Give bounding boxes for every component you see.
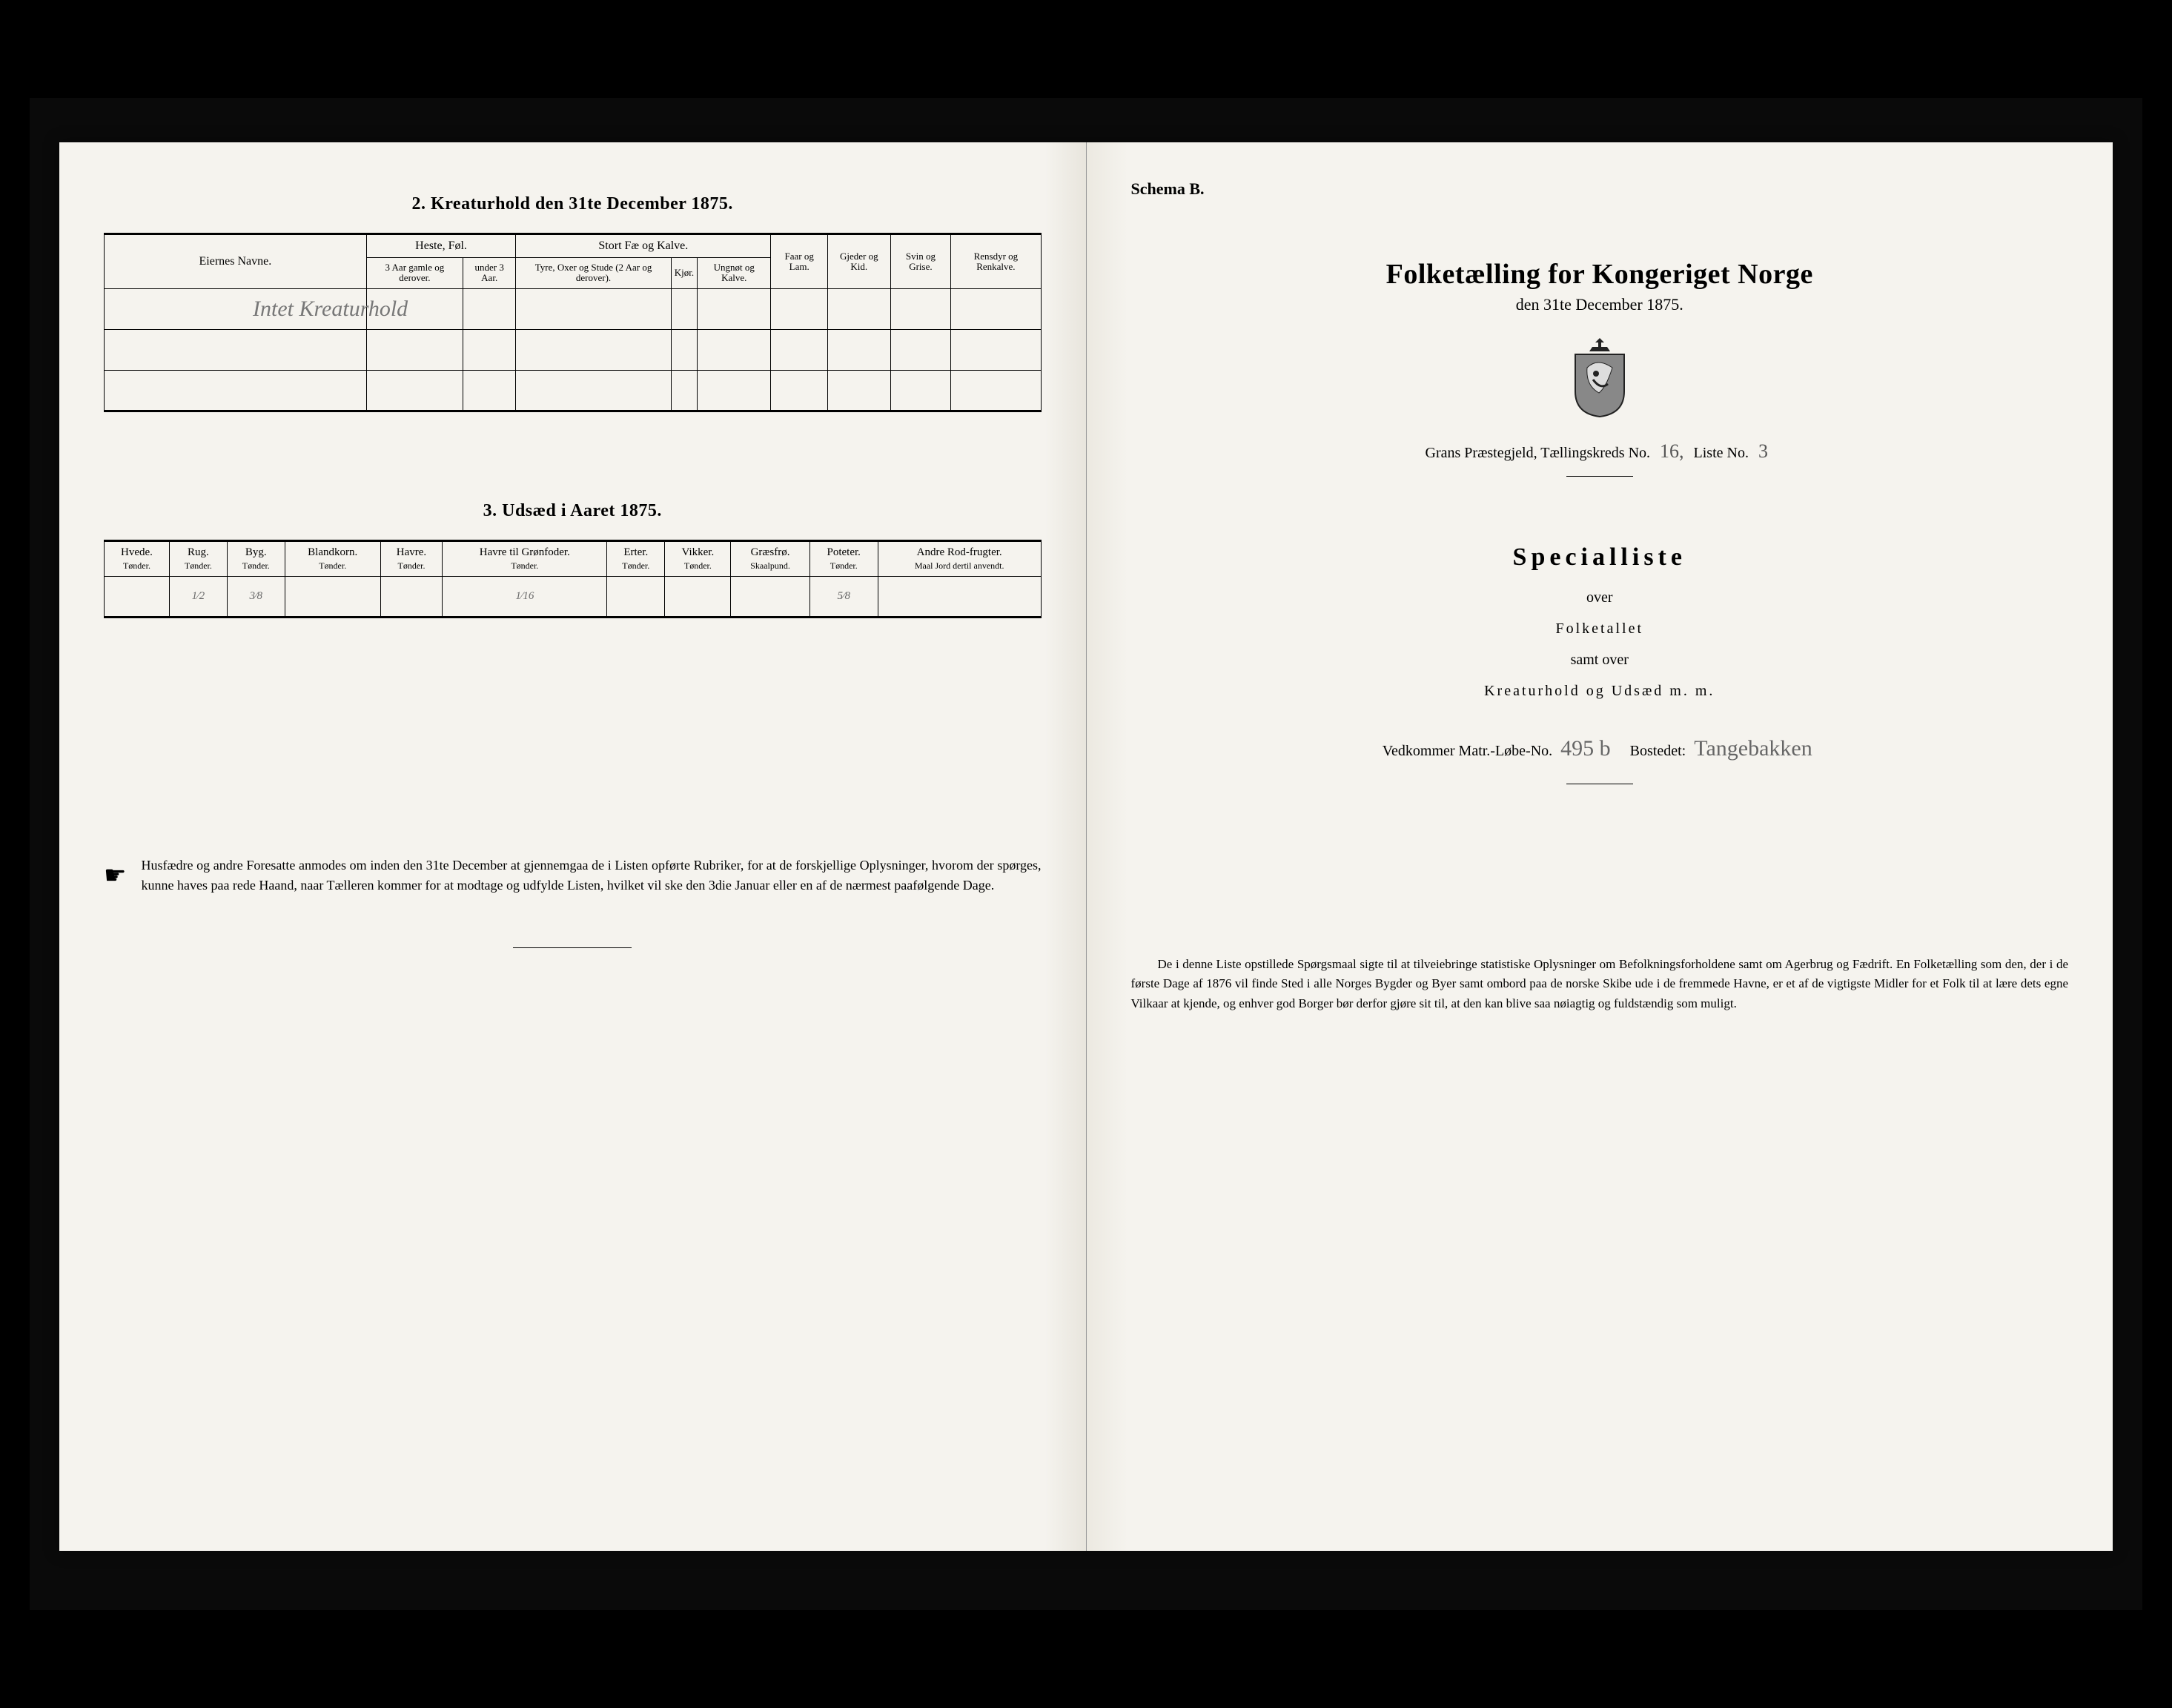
seed-val bbox=[105, 576, 170, 617]
table-row bbox=[105, 329, 1042, 370]
seed-data-row: 1⁄2 3⁄8 1⁄16 5⁄8 bbox=[105, 576, 1042, 617]
parish-line: Grans Præstegjeld, Tællingskreds No. 16,… bbox=[1131, 440, 2069, 463]
center-lines: over Folketallet samt over Kreaturhold o… bbox=[1131, 582, 2069, 706]
page-spread: 2. Kreaturhold den 31te December 1875. E… bbox=[59, 142, 2113, 1551]
col-h1: 3 Aar gamle og derover. bbox=[366, 258, 463, 289]
col-s3: Ungnøt og Kalve. bbox=[698, 258, 771, 289]
seed-col: Hvede.Tønder. bbox=[105, 540, 170, 576]
seed-val: 1⁄2 bbox=[169, 576, 227, 617]
main-title: Folketælling for Kongeriget Norge bbox=[1131, 258, 2069, 291]
seed-val bbox=[285, 576, 380, 617]
liste-label: Liste No. bbox=[1694, 445, 1749, 461]
seed-val bbox=[380, 576, 443, 617]
footer-note-block: ☛ Husfædre og andre Foresatte anmodes om… bbox=[104, 855, 1042, 896]
line-over: over bbox=[1131, 582, 2069, 613]
colgroup-stort: Stort Fæ og Kalve. bbox=[516, 234, 771, 258]
main-subtitle: den 31te December 1875. bbox=[1131, 295, 2069, 314]
matr-label: Vedkommer Matr.-Løbe-No. bbox=[1383, 743, 1552, 759]
seed-col: Græsfrø.Skaalpund. bbox=[731, 540, 809, 576]
seed-col: Blandkorn.Tønder. bbox=[285, 540, 380, 576]
bostedet-value: Tangebakken bbox=[1689, 736, 1817, 761]
coat-of-arms-icon bbox=[1566, 337, 1633, 418]
section3-heading: 3. Udsæd i Aaret 1875. bbox=[104, 501, 1042, 521]
section2-heading: 2. Kreaturhold den 31te December 1875. bbox=[104, 194, 1042, 214]
seed-col: Poteter.Tønder. bbox=[809, 540, 878, 576]
kreds-no: 16, bbox=[1654, 440, 1690, 462]
seed-val bbox=[878, 576, 1041, 617]
livestock-table: Eiernes Navne. Heste, Føl. Stort Fæ og K… bbox=[104, 233, 1042, 412]
specialliste-title: Specialliste bbox=[1131, 543, 2069, 572]
seed-col: Havre til Grønfoder.Tønder. bbox=[443, 540, 607, 576]
col-h2: under 3 Aar. bbox=[463, 258, 516, 289]
parish-prefix: Grans Præstegjeld, Tællingskreds No. bbox=[1426, 445, 1651, 461]
scan-frame: 2. Kreaturhold den 31te December 1875. E… bbox=[30, 98, 2142, 1610]
col-ren: Rensdyr og Renkalve. bbox=[951, 234, 1041, 289]
seed-col: Erter.Tønder. bbox=[607, 540, 665, 576]
liste-no: 3 bbox=[1752, 440, 1774, 462]
col-owner: Eiernes Navne. bbox=[105, 234, 367, 289]
col-gjeder: Gjeder og Kid. bbox=[827, 234, 890, 289]
handwritten-note: Intet Kreaturhold bbox=[253, 297, 408, 322]
bostedet-label: Bostedet: bbox=[1630, 743, 1686, 759]
footer-note-text: Husfædre og andre Foresatte anmodes om i… bbox=[141, 855, 1041, 896]
right-page: Schema B. Folketælling for Kongeriget No… bbox=[1087, 142, 2113, 1551]
seed-col: Havre.Tønder. bbox=[380, 540, 443, 576]
table-row: Intet Kreaturhold bbox=[105, 288, 1042, 329]
seed-col: Rug.Tønder. bbox=[169, 540, 227, 576]
line-samt: samt over bbox=[1131, 644, 2069, 675]
col-s1: Tyre, Oxer og Stude (2 Aar og derover). bbox=[516, 258, 671, 289]
pointing-hand-icon: ☛ bbox=[104, 857, 126, 896]
seed-col: Andre Rod-frugter.Maal Jord dertil anven… bbox=[878, 540, 1041, 576]
matr-no: 495 b bbox=[1556, 736, 1615, 761]
line-folketallet: Folketallet bbox=[1131, 613, 2069, 644]
line-kreatur: Kreaturhold og Udsæd m. m. bbox=[1131, 675, 2069, 706]
seed-val bbox=[607, 576, 665, 617]
seed-col: Byg.Tønder. bbox=[227, 540, 285, 576]
left-page: 2. Kreaturhold den 31te December 1875. E… bbox=[59, 142, 1087, 1551]
seed-table: Hvede.Tønder. Rug.Tønder. Byg.Tønder. Bl… bbox=[104, 540, 1042, 618]
seed-header-row: Hvede.Tønder. Rug.Tønder. Byg.Tønder. Bl… bbox=[105, 540, 1042, 576]
cell: Intet Kreaturhold bbox=[105, 288, 367, 329]
bottom-paragraph: De i denne Liste opstillede Spørgsmaal s… bbox=[1131, 955, 2069, 1013]
seed-val: 3⁄8 bbox=[227, 576, 285, 617]
mini-rule bbox=[1566, 476, 1633, 477]
seed-col: Vikker.Tønder. bbox=[665, 540, 731, 576]
seed-val bbox=[665, 576, 731, 617]
table-row bbox=[105, 370, 1042, 411]
seed-val: 1⁄16 bbox=[443, 576, 607, 617]
schema-label: Schema B. bbox=[1131, 179, 2069, 199]
bottom-rule bbox=[513, 947, 632, 948]
colgroup-heste: Heste, Føl. bbox=[366, 234, 516, 258]
col-svin: Svin og Grise. bbox=[890, 234, 951, 289]
seed-val: 5⁄8 bbox=[809, 576, 878, 617]
seed-val bbox=[731, 576, 809, 617]
col-faar: Faar og Lam. bbox=[771, 234, 828, 289]
matr-line: Vedkommer Matr.-Løbe-No. 495 b Bostedet:… bbox=[1131, 736, 2069, 761]
col-s2: Kjør. bbox=[671, 258, 697, 289]
